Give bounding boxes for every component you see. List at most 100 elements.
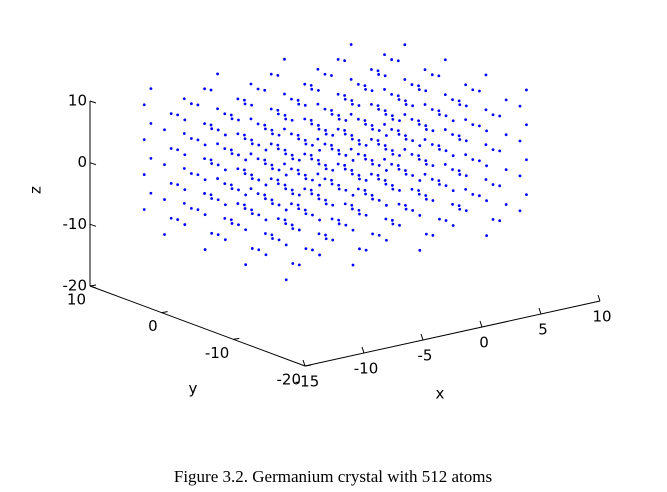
y-tick-label: -10 (205, 344, 230, 362)
atom (364, 178, 368, 182)
atom (264, 232, 267, 235)
atom (182, 201, 186, 205)
atom (203, 87, 206, 91)
atom (264, 148, 268, 152)
atom (498, 219, 502, 223)
atom (243, 133, 246, 137)
atom (430, 177, 434, 181)
caption: Figure 3.2. Germanium crystal with 512 a… (174, 467, 492, 486)
atom (324, 167, 328, 171)
atom (243, 168, 246, 172)
atom (330, 109, 333, 112)
atom (424, 197, 428, 201)
atom (149, 191, 153, 195)
x-tick-label: 5 (538, 321, 548, 339)
atom (297, 102, 301, 106)
atom (324, 233, 327, 237)
atom (269, 107, 273, 111)
atom (390, 149, 394, 152)
atom (297, 263, 301, 267)
atom (216, 128, 220, 132)
atom (384, 147, 388, 151)
atom (363, 84, 367, 88)
atom (276, 182, 280, 186)
atom (183, 153, 187, 157)
atom (270, 233, 274, 237)
atom (498, 114, 502, 118)
atom (271, 167, 274, 171)
atom (316, 158, 320, 162)
atom (277, 203, 281, 207)
atom (316, 89, 320, 92)
atom (484, 178, 488, 181)
atom (451, 119, 455, 123)
atom (309, 84, 313, 87)
atom (336, 127, 340, 131)
y-axis (89, 285, 306, 367)
atom (364, 248, 368, 252)
atom (384, 112, 388, 116)
atom (249, 187, 253, 191)
atom (331, 133, 335, 137)
atom (250, 103, 253, 107)
atom (357, 173, 361, 177)
atom (344, 153, 348, 157)
atom (478, 159, 481, 163)
atom (223, 182, 227, 185)
atom (310, 122, 314, 126)
atom (364, 213, 368, 217)
atom (230, 222, 234, 225)
atom (438, 217, 441, 221)
atom (418, 214, 422, 217)
atom (270, 128, 274, 132)
atom (244, 158, 248, 162)
atom (223, 133, 227, 137)
atom (383, 157, 386, 161)
atom (243, 203, 246, 207)
atom (383, 53, 386, 56)
atom (484, 143, 488, 147)
atom (424, 194, 428, 197)
atom (189, 206, 193, 210)
atom (236, 202, 240, 205)
atom (303, 173, 307, 177)
atom (216, 107, 219, 111)
atom (343, 167, 347, 171)
atom (163, 163, 166, 167)
atom (243, 172, 247, 176)
atom (303, 103, 307, 107)
atom (318, 148, 322, 152)
atom (284, 152, 288, 156)
atom (237, 118, 240, 122)
atom (349, 112, 353, 116)
atom (291, 157, 295, 161)
atom (398, 119, 401, 123)
atom (270, 198, 274, 202)
atom (316, 123, 320, 127)
atom (384, 217, 388, 221)
z-tick (89, 223, 97, 227)
atom (311, 213, 314, 217)
atom (277, 133, 281, 137)
atom (357, 208, 361, 212)
atom (371, 197, 374, 201)
atom (518, 174, 522, 178)
atom (491, 148, 495, 151)
atom (390, 184, 394, 187)
atom (451, 189, 455, 193)
atom (257, 248, 261, 252)
atom (370, 89, 374, 93)
atom (276, 73, 280, 77)
atom (343, 132, 347, 136)
atom (478, 124, 481, 128)
atom (269, 142, 273, 146)
atom (384, 182, 388, 186)
z-tick (89, 162, 97, 166)
atom (283, 148, 287, 152)
atom (443, 93, 447, 96)
atom (250, 142, 254, 146)
atom (263, 123, 267, 127)
atom (350, 207, 354, 211)
atom (350, 99, 354, 102)
atom (250, 208, 253, 212)
